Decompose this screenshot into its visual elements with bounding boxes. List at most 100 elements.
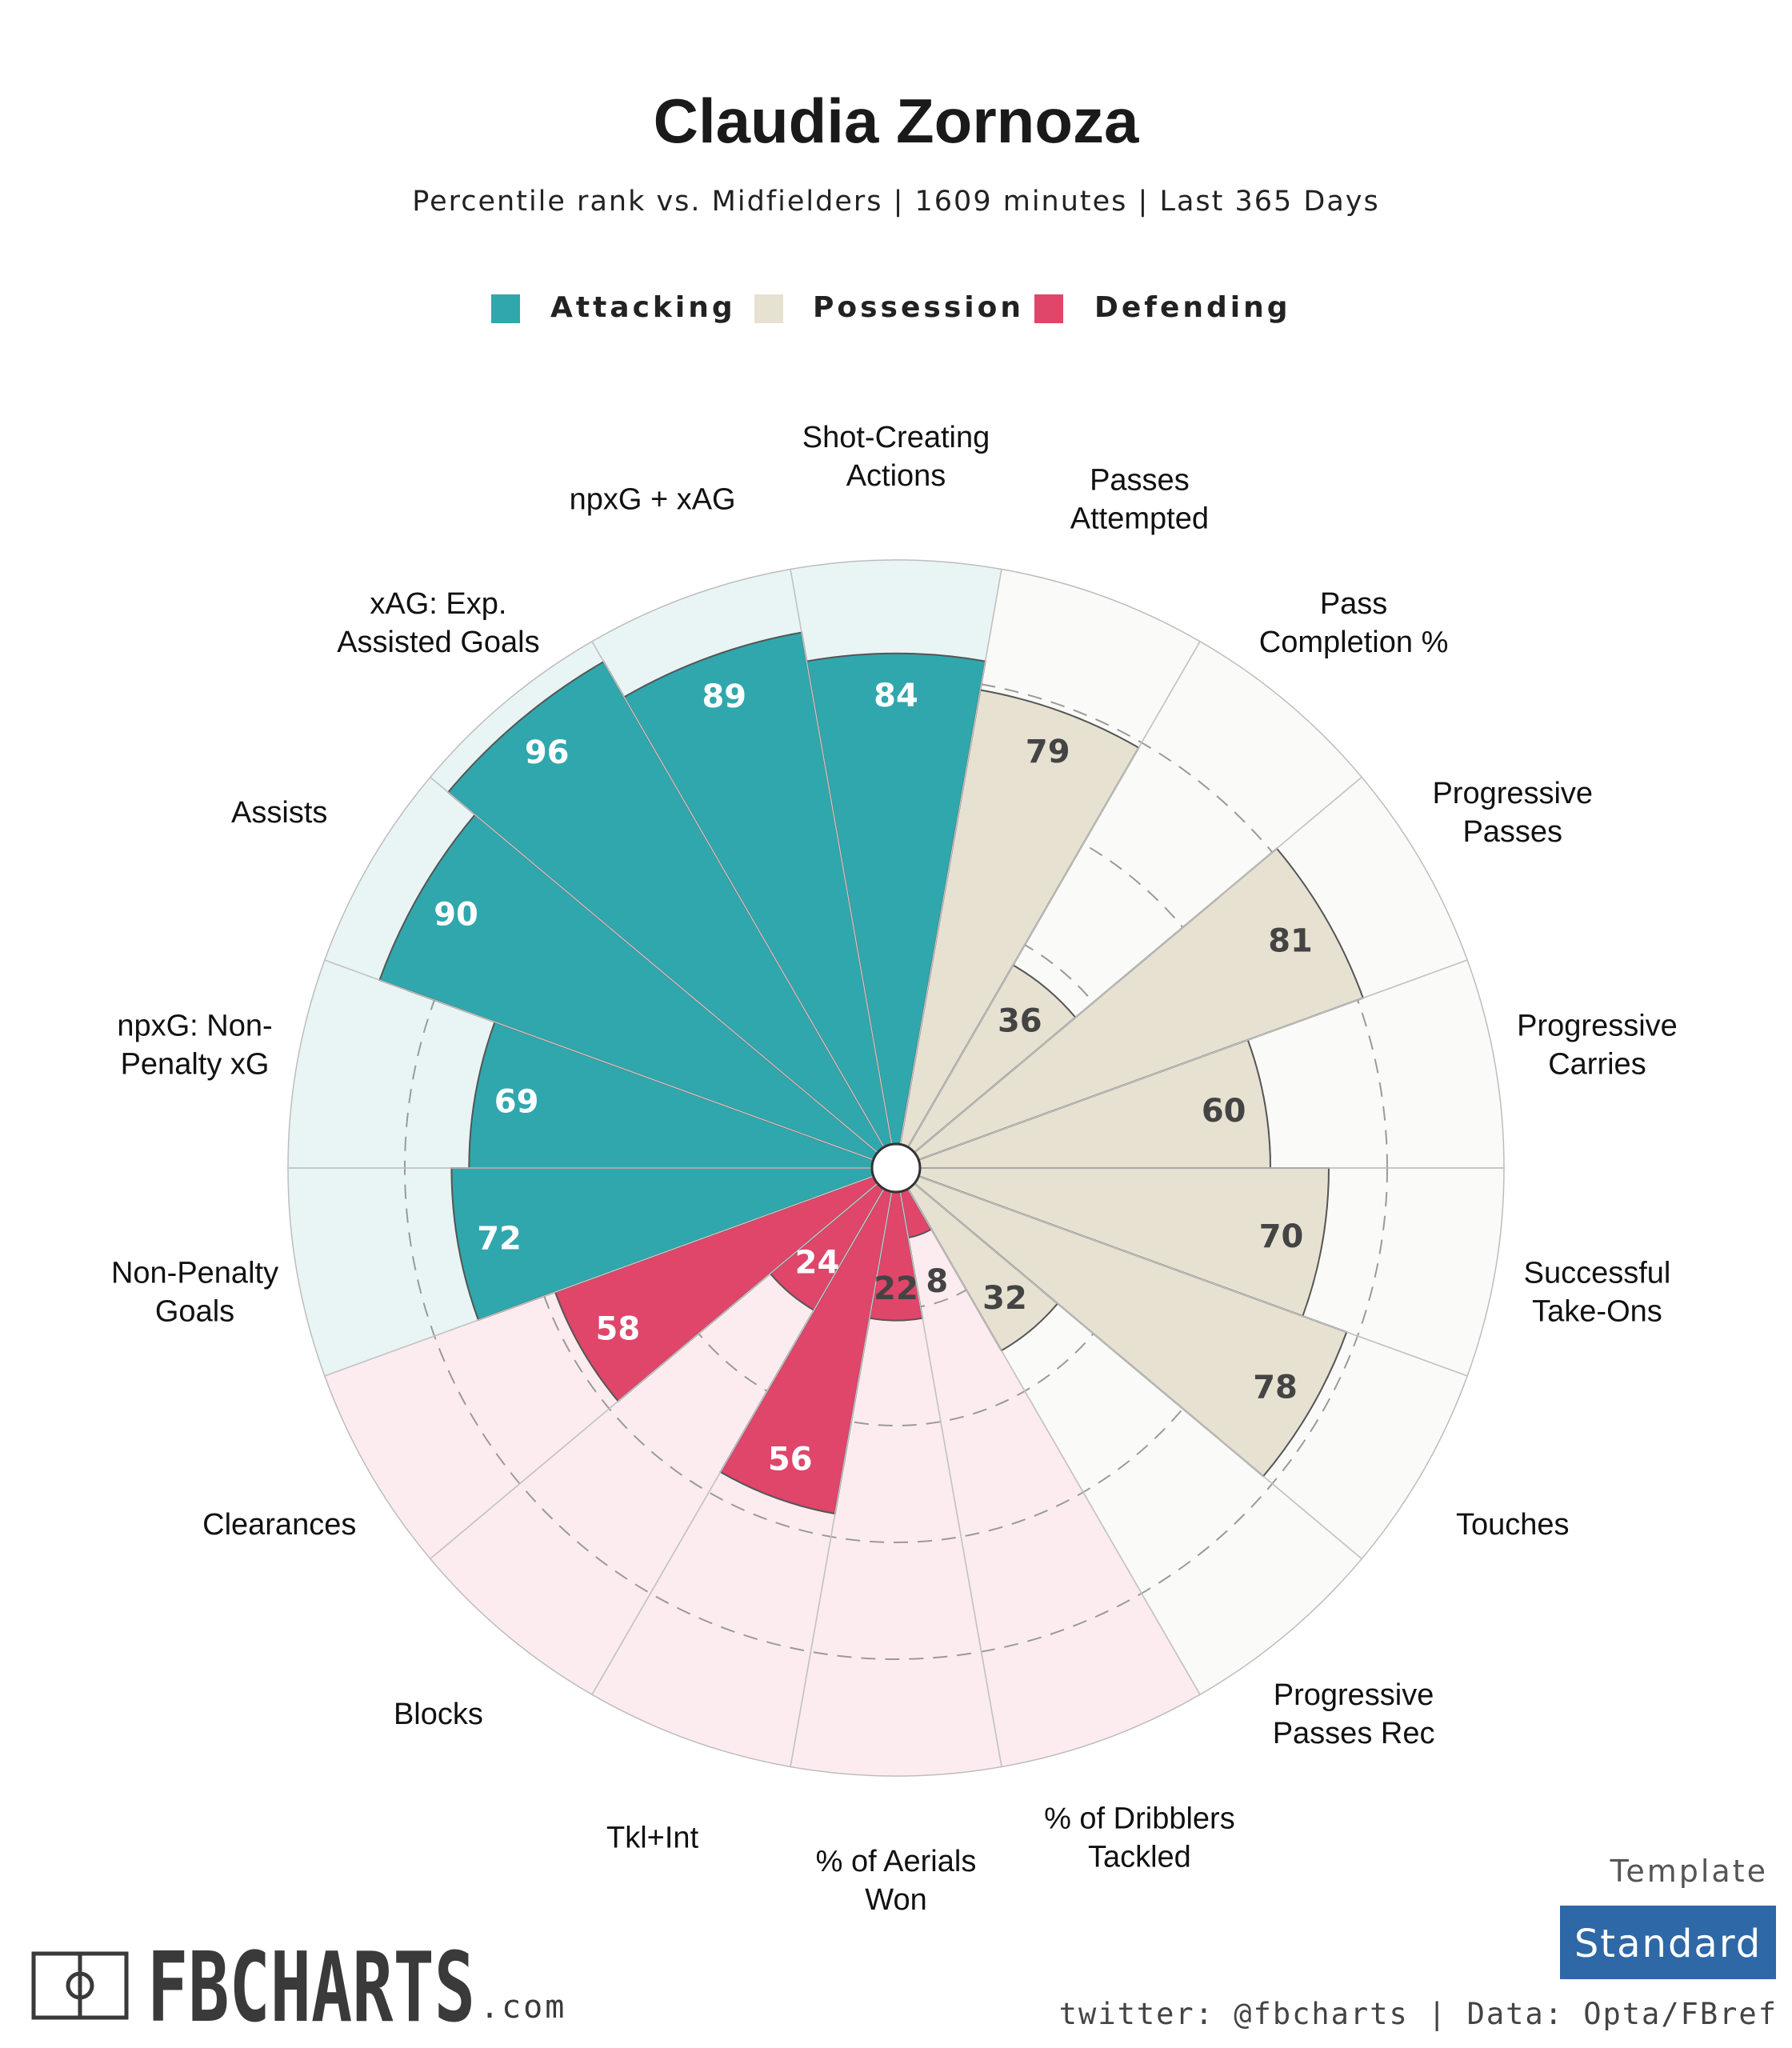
bar-xag-exp-assisted-goals xyxy=(446,660,897,1169)
brand-wordmark: FBCHARTS xyxy=(147,1933,475,2044)
category-label-line: Actions xyxy=(846,459,946,493)
category-label-line: npxG + xAG xyxy=(570,483,736,517)
spoke-15 xyxy=(324,959,897,1169)
category-label-line: % of Dribblers xyxy=(1044,1802,1235,1835)
legend-label-possession: Possession xyxy=(813,291,1024,324)
spoke-2 xyxy=(895,641,1201,1169)
category-label-line: Assists xyxy=(231,796,327,830)
category-label-npxg-non-penalty-xg: npxG: Non- Penalty xG xyxy=(117,1009,272,1081)
spoke-9 xyxy=(895,1167,1002,1767)
bar-tkl-int xyxy=(719,1167,897,1515)
bar-shot-creating-actions xyxy=(806,652,986,1169)
value-label-shot-creating-actions: 84 xyxy=(874,678,918,714)
bar-successful-take-ons xyxy=(895,1167,1330,1318)
value-label-blocks: 24 xyxy=(795,1244,840,1281)
category-label-line: xAG: Exp. xyxy=(370,587,506,621)
bar-clearances xyxy=(554,1167,897,1402)
category-label-non-penalty-goals: Non-Penalty Goals xyxy=(111,1257,278,1329)
data-credits: twitter: @fbcharts | Data: Opta/FBref xyxy=(1059,1997,1778,2031)
value-label-of-dribblers-tackled: 8 xyxy=(926,1263,948,1300)
category-label-pass-completion: Pass Completion % xyxy=(1259,587,1449,659)
legend-swatch-possession xyxy=(754,294,783,323)
category-label-assists: Assists xyxy=(231,796,327,830)
spoke-6 xyxy=(895,1167,1468,1377)
category-label-line: Attempted xyxy=(1070,502,1209,536)
bar-touches xyxy=(895,1167,1348,1478)
category-label-line: Tackled xyxy=(1088,1840,1191,1874)
legend-swatch-defending xyxy=(1034,294,1063,323)
category-label-of-dribblers-tackled: % of Dribblers Tackled xyxy=(1044,1802,1235,1874)
center-hub xyxy=(870,1142,922,1194)
spoke-12 xyxy=(430,1167,897,1560)
value-label-progressive-passes: 81 xyxy=(1268,922,1313,959)
legend-label-defending: Defending xyxy=(1094,291,1291,324)
category-label-line: Progressive xyxy=(1274,1678,1434,1712)
spoke-13 xyxy=(324,1167,897,1377)
fbcharts-logo: FBCHARTS .com xyxy=(31,1933,566,2044)
category-label-line: Passes Rec xyxy=(1273,1717,1435,1750)
value-label-npxg-non-penalty-xg: 69 xyxy=(494,1083,539,1120)
pitch-center-circle xyxy=(66,1971,94,2000)
category-label-clearances: Clearances xyxy=(202,1508,356,1542)
value-label-touches: 78 xyxy=(1253,1370,1298,1406)
spoke-8 xyxy=(895,1167,1201,1695)
category-label-successful-take-ons: Successful Take-Ons xyxy=(1524,1257,1671,1329)
value-label-clearances: 58 xyxy=(596,1311,641,1348)
spoke-7 xyxy=(895,1167,1362,1560)
category-label-xag-exp-assisted-goals: xAG: Exp. Assisted Goals xyxy=(337,587,539,659)
value-label-assists: 90 xyxy=(434,897,478,934)
bar-passes-attempted xyxy=(895,689,1140,1169)
spoke-0 xyxy=(790,569,897,1169)
value-label-non-penalty-goals: 72 xyxy=(477,1220,522,1257)
value-labels: 84 79 36 81 60 70 78 32 822 56 24 58 72 69 90 96 89 xyxy=(434,678,1313,1478)
sector-bg-of-dribblers-tackled xyxy=(895,1167,1202,1768)
spoke-16 xyxy=(430,776,897,1169)
spoke-10 xyxy=(790,1167,897,1767)
value-label-npxg-xag: 89 xyxy=(702,678,746,715)
category-label-line: Assisted Goals xyxy=(337,626,539,659)
value-label-pass-completion: 36 xyxy=(998,1003,1042,1040)
value-label-successful-take-ons: 70 xyxy=(1259,1218,1304,1255)
category-label-line: Penalty xG xyxy=(121,1047,270,1081)
category-label-touches: Touches xyxy=(1456,1508,1570,1542)
category-label-line: Progressive xyxy=(1432,777,1593,810)
bar-progressive-passes xyxy=(895,847,1365,1169)
category-label-of-aerials-won: % of Aerials Won xyxy=(816,1845,977,1917)
value-label-progressive-passes-rec: 32 xyxy=(982,1280,1027,1317)
category-label-line: Successful xyxy=(1524,1257,1671,1290)
category-label-line: Goals xyxy=(155,1295,234,1329)
category-label-line: Clearances xyxy=(202,1508,356,1542)
category-label-progressive-passes: Progressive Passes xyxy=(1432,777,1593,849)
value-label-of-aerials-won: 22 xyxy=(874,1270,918,1307)
value-label-passes-attempted: 79 xyxy=(1026,734,1070,770)
category-label-line: npxG: Non- xyxy=(117,1009,272,1042)
template-badge-text: Standard xyxy=(1574,1922,1762,1966)
chart-subtitle: Percentile rank vs. Midfielders | 1609 m… xyxy=(412,186,1380,218)
category-label-line: Passes xyxy=(1462,815,1562,849)
brand-domain: .com xyxy=(480,1989,566,2026)
bar-assists xyxy=(378,813,897,1169)
category-label-line: Touches xyxy=(1456,1508,1570,1542)
value-label-xag-exp-assisted-goals: 96 xyxy=(525,734,570,771)
category-label-progressive-carries: Progressive Carries xyxy=(1517,1009,1678,1081)
value-label-tkl-int: 56 xyxy=(768,1441,813,1478)
spoke-4 xyxy=(895,959,1468,1169)
spoke-11 xyxy=(591,1167,897,1695)
category-label-line: Non-Penalty xyxy=(111,1257,278,1290)
sector-bg-blocks xyxy=(429,1167,897,1696)
value-label-progressive-carries: 60 xyxy=(1202,1093,1246,1130)
bar-progressive-carries xyxy=(895,1038,1272,1169)
page-title: Claudia Zornoza xyxy=(654,86,1139,156)
spokes xyxy=(288,569,1504,1767)
category-label-tkl-int: Tkl+Int xyxy=(606,1821,699,1854)
category-label-progressive-passes-rec: Progressive Passes Rec xyxy=(1273,1678,1435,1750)
category-label-line: Carries xyxy=(1548,1047,1646,1081)
category-label-line: Completion % xyxy=(1259,626,1449,659)
bar-npxg-xag xyxy=(622,631,897,1169)
category-label-line: Shot-Creating xyxy=(802,421,990,454)
category-label-passes-attempted: Passes Attempted xyxy=(1070,464,1209,536)
category-label-shot-creating-actions: Shot-Creating Actions xyxy=(802,421,990,493)
spoke-3 xyxy=(895,776,1362,1169)
template-label: Template xyxy=(1610,1854,1768,1889)
